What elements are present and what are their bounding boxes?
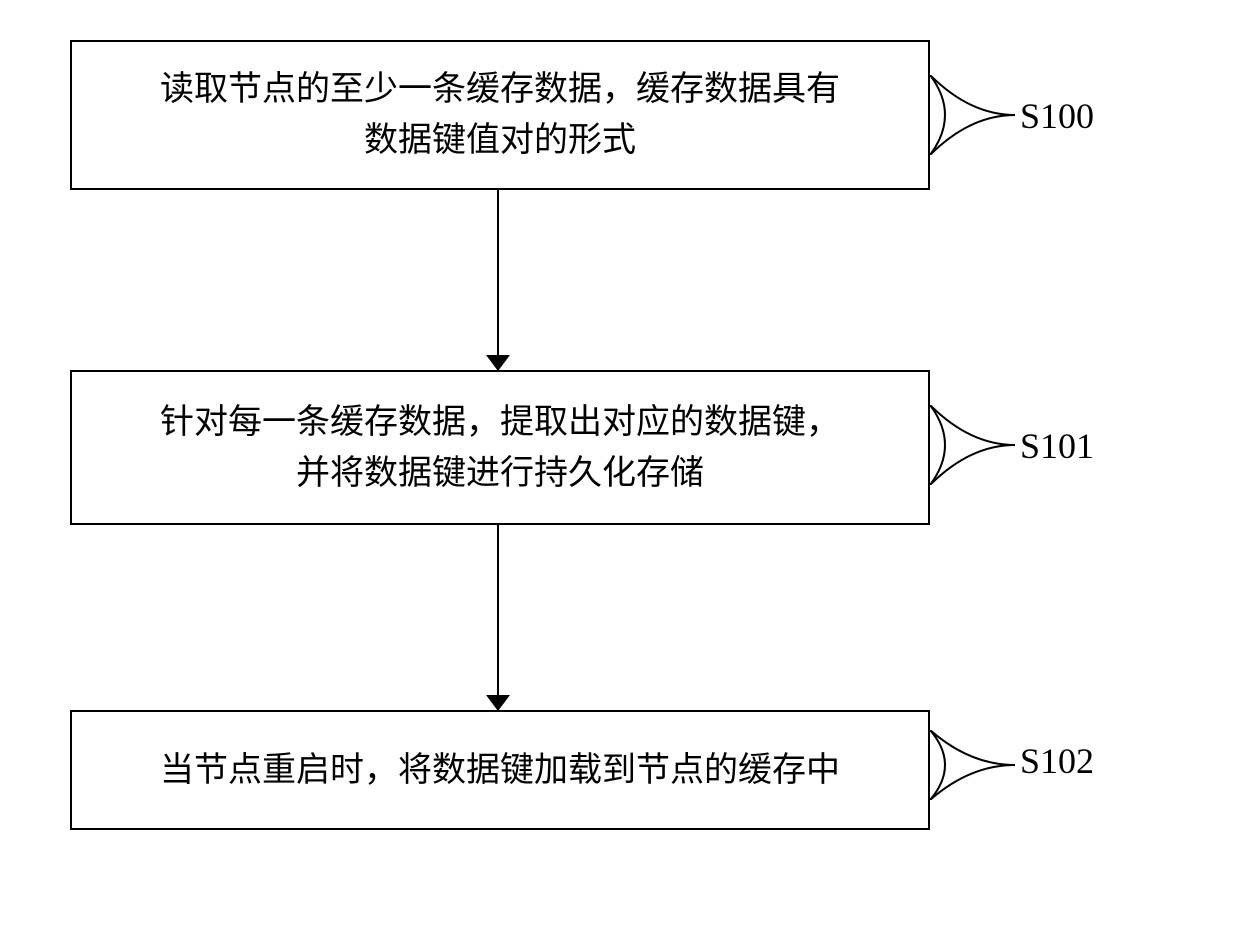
flow-node-s100-text: 读取节点的至少一条缓存数据，缓存数据具有 数据键值对的形式 — [160, 64, 840, 166]
flow-node-s101: 针对每一条缓存数据，提取出对应的数据键， 并将数据键进行持久化存储 — [70, 370, 930, 525]
arrow-line-1 — [497, 525, 499, 695]
curve-connector-1 — [930, 405, 1020, 485]
arrow-line-0 — [497, 190, 499, 355]
flowchart-container: 读取节点的至少一条缓存数据，缓存数据具有 数据键值对的形式 针对每一条缓存数据，… — [0, 0, 1240, 926]
arrow-head-1 — [486, 695, 510, 711]
flow-node-s101-text: 针对每一条缓存数据，提取出对应的数据键， 并将数据键进行持久化存储 — [160, 397, 840, 499]
step-label-s101: S101 — [1020, 425, 1094, 467]
curve-connector-0 — [930, 75, 1020, 155]
flow-node-s102: 当节点重启时，将数据键加载到节点的缓存中 — [70, 710, 930, 830]
arrow-head-0 — [486, 355, 510, 371]
flow-node-s100: 读取节点的至少一条缓存数据，缓存数据具有 数据键值对的形式 — [70, 40, 930, 190]
curve-connector-2 — [930, 730, 1020, 800]
flow-node-s102-text: 当节点重启时，将数据键加载到节点的缓存中 — [160, 745, 840, 796]
step-label-s100: S100 — [1020, 95, 1094, 137]
step-label-s102: S102 — [1020, 740, 1094, 782]
